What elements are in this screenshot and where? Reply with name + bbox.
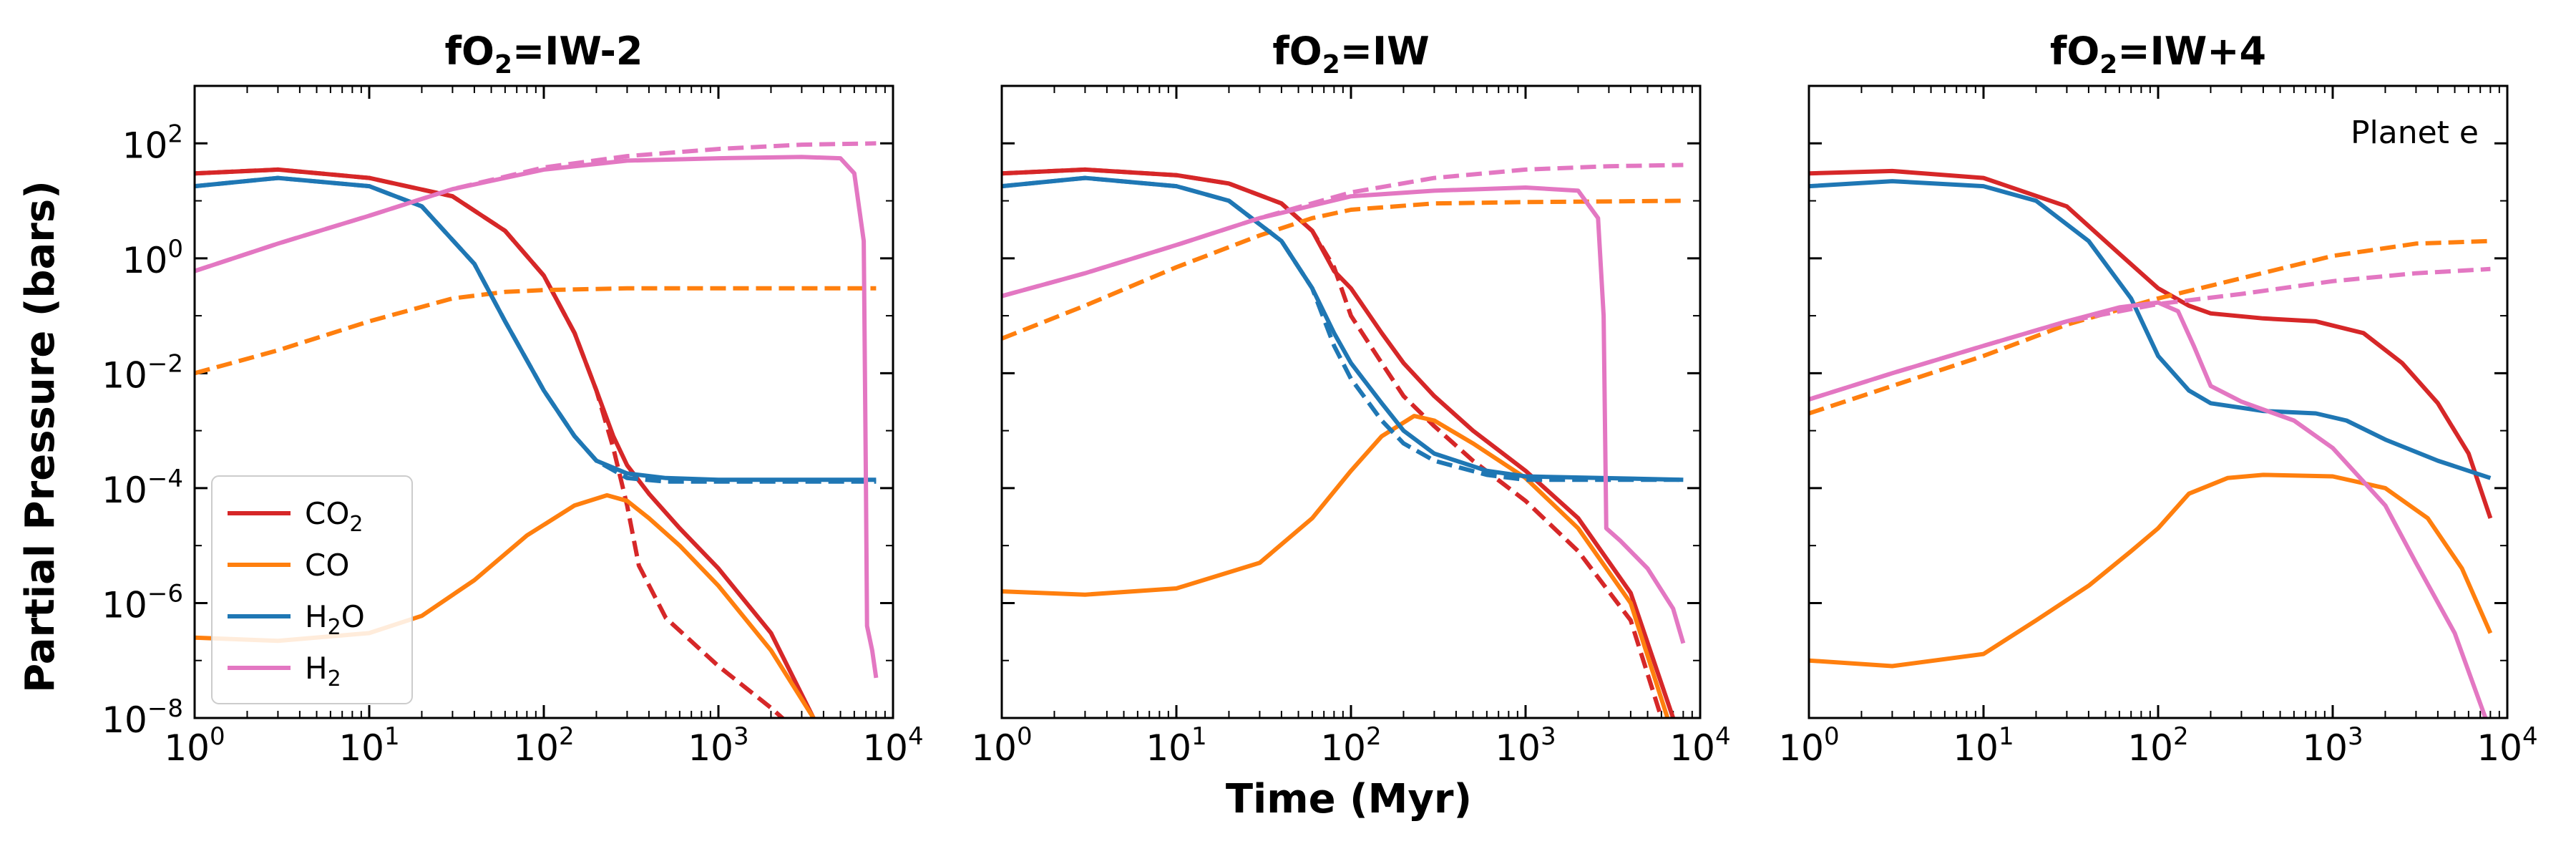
- series-line-co2-solid: [1002, 167, 1676, 718]
- x-tick-label: 104: [1669, 722, 1730, 769]
- series-lines: [1002, 162, 1686, 718]
- y-tick-label: 100: [122, 235, 183, 281]
- x-tick-label: 101: [1146, 722, 1206, 769]
- y-tick-label: 102: [122, 120, 183, 166]
- x-axis-label: Time (Myr): [1226, 776, 1472, 822]
- panel-1: fO2=IW-2 100 101 102 103 104 102 100 10−2 10−4 10−…: [102, 29, 923, 769]
- legend-label: CO: [305, 548, 349, 583]
- panel-3: fO2=IW+4 100 101 102 103 104 Planet e: [1778, 29, 2537, 769]
- panel-title: fO2=IW: [1272, 29, 1429, 79]
- series-line-h2o-solid: [195, 175, 877, 482]
- x-tick-label: 100: [971, 722, 1032, 769]
- x-tick-label: 103: [688, 722, 748, 769]
- x-tick-label: 103: [1495, 722, 1556, 769]
- series-line-co-dashed: [1809, 238, 2491, 416]
- x-tick-label: 101: [338, 722, 399, 769]
- x-tick-label: 102: [2127, 722, 2188, 769]
- plot-frame: [193, 84, 894, 719]
- x-tick-label: 104: [862, 722, 923, 769]
- legend-label: H2O: [305, 599, 365, 640]
- series-lines: [1809, 168, 2493, 718]
- series-line-h2o-dashed: [1002, 175, 1684, 482]
- series-line-h2-dashed: [1002, 162, 1684, 299]
- legend-frame: [211, 475, 413, 704]
- series-line-h2-solid: [1809, 300, 2488, 718]
- y-tick-label: 10−6: [102, 579, 183, 626]
- x-tick-label: 101: [1953, 722, 2014, 769]
- x-tick-label: 102: [1320, 722, 1381, 769]
- series-line-h2o-solid: [1809, 179, 2492, 480]
- series-line-co-dashed: [1002, 198, 1684, 341]
- plot-frame: [1807, 84, 2509, 719]
- y-tick-label: 10−2: [102, 349, 183, 396]
- x-tick-label: 102: [513, 722, 574, 769]
- panel-title: fO2=IW+4: [2050, 29, 2266, 79]
- series-line-h2-dashed: [1809, 266, 2491, 402]
- series-line-co2-dashed: [1002, 167, 1664, 718]
- x-tick-label: 104: [2477, 722, 2537, 769]
- series-line-co-solid: [1809, 472, 2493, 669]
- panel-2: fO2=IW 100 101 102 103 104: [971, 29, 1730, 769]
- series-line-co-dashed: [195, 286, 877, 376]
- series-line-co2-dashed: [195, 167, 786, 718]
- x-tick-label: 100: [164, 722, 225, 769]
- y-axis-label: Partial Pressure (bars): [17, 180, 64, 693]
- series-line-h2o-solid: [1002, 175, 1684, 482]
- legend: CO2 CO H2O H2: [211, 475, 413, 704]
- panel-annotation: Planet e: [2351, 115, 2479, 151]
- legend-label: H2: [305, 651, 341, 691]
- series-line-h2o-dashed: [195, 175, 877, 484]
- x-tick-label: 100: [1778, 722, 1839, 769]
- panels: fO2=IW-2 100 101 102 103 104 102 100 10−2 10−4 10−…: [102, 29, 2537, 769]
- series-line-h2-solid: [1002, 185, 1686, 644]
- y-tick-label: 10−8: [102, 694, 183, 741]
- legend-label: CO2: [305, 496, 363, 537]
- plot-frame: [1000, 84, 1702, 719]
- y-tick-label: 10−4: [102, 465, 183, 511]
- ticks: [1000, 85, 1702, 719]
- x-tick-label: 103: [2302, 722, 2363, 769]
- series-line-co-solid: [1002, 414, 1670, 718]
- series-line-co2-solid: [1809, 168, 2493, 519]
- panel-title: fO2=IW-2: [445, 29, 643, 79]
- series-line-h2-dashed: [195, 141, 877, 273]
- series-lines: [195, 141, 879, 718]
